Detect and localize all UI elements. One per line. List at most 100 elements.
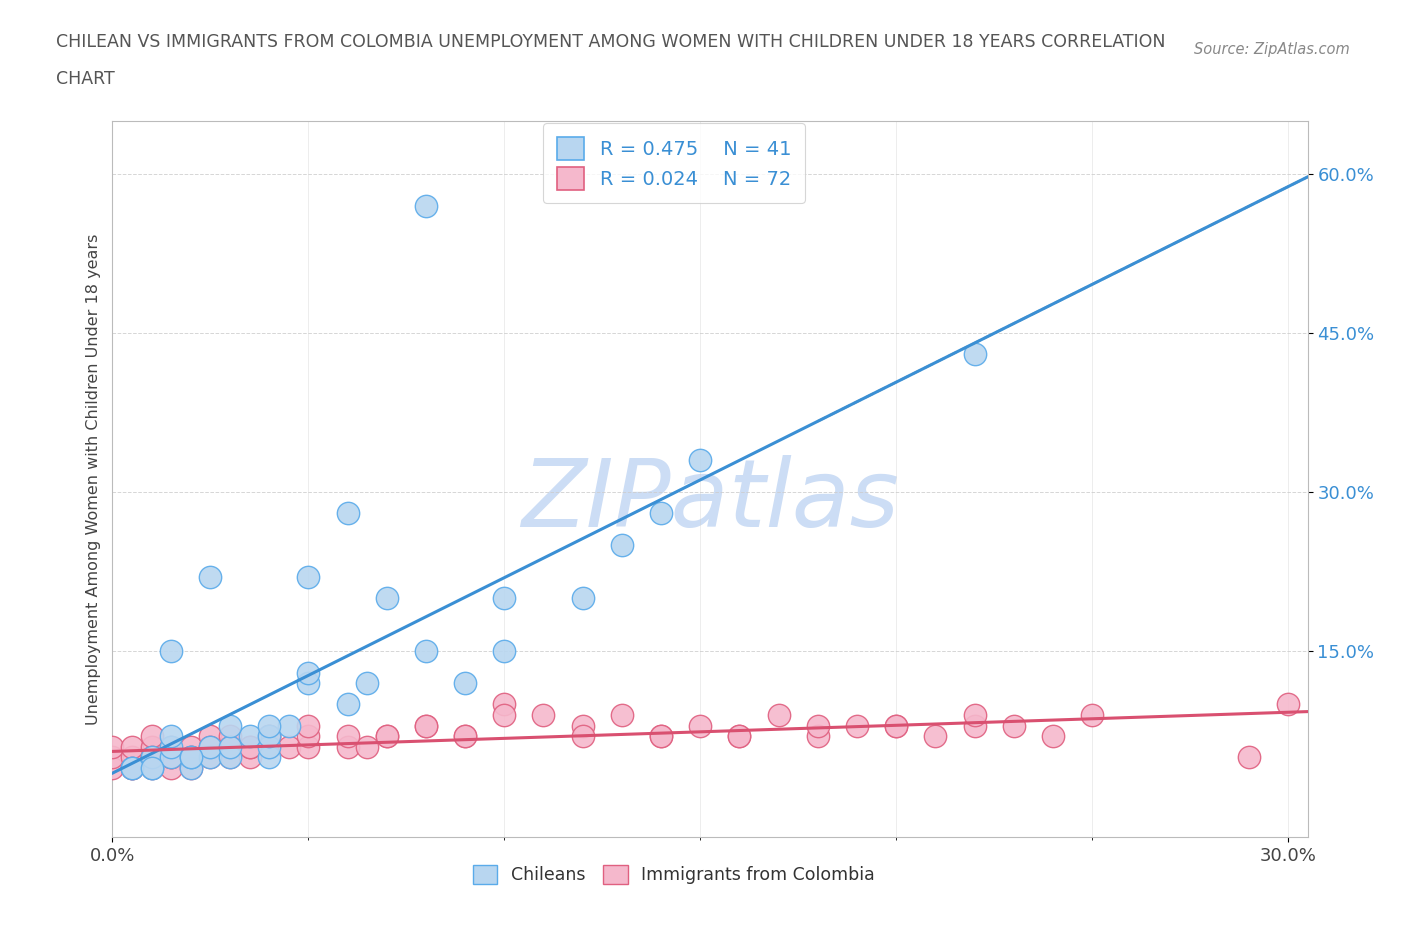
Point [610,708,633,723]
Point [200,739,222,754]
Point [1237,750,1260,764]
Text: Source: ZipAtlas.com: Source: ZipAtlas.com [1194,42,1350,57]
Point [356,676,378,691]
Point [1042,729,1064,744]
Point [141,739,163,754]
Point [180,750,202,764]
Point [239,729,262,744]
Text: ZIPatlas: ZIPatlas [522,455,898,546]
Point [277,718,299,733]
Point [257,718,280,733]
Point [239,750,262,764]
Point [219,750,242,764]
Point [494,644,516,658]
Y-axis label: Unemployment Among Women with Children Under 18 years: Unemployment Among Women with Children U… [86,233,101,724]
Point [200,750,222,764]
Point [180,750,202,764]
Point [494,708,516,723]
Point [375,591,398,605]
Point [121,739,143,754]
Point [141,750,163,764]
Point [219,739,242,754]
Point [200,750,222,764]
Point [257,739,280,754]
Point [494,697,516,711]
Point [884,718,907,733]
Point [415,718,437,733]
Point [121,750,143,764]
Point [297,665,319,680]
Point [101,750,124,764]
Point [768,708,790,723]
Point [356,739,378,754]
Point [454,729,477,744]
Point [257,729,280,744]
Point [141,761,163,776]
Point [336,506,359,521]
Point [160,644,183,658]
Point [571,729,593,744]
Point [180,761,202,776]
Point [336,729,359,744]
Point [141,761,163,776]
Point [121,761,143,776]
Point [121,761,143,776]
Point [963,708,986,723]
Point [533,708,555,723]
Point [454,676,477,691]
Point [160,739,183,754]
Point [160,729,183,744]
Point [160,750,183,764]
Point [121,761,143,776]
Point [689,453,711,468]
Point [180,750,202,764]
Point [610,538,633,552]
Point [101,761,124,776]
Point [846,718,869,733]
Point [219,729,242,744]
Point [257,729,280,744]
Point [963,718,986,733]
Point [571,718,593,733]
Point [101,739,124,754]
Point [650,506,672,521]
Point [160,750,183,764]
Point [141,750,163,764]
Point [650,729,672,744]
Point [336,697,359,711]
Point [277,739,299,754]
Point [415,198,437,213]
Point [1277,697,1299,711]
Point [650,729,672,744]
Point [180,761,202,776]
Point [571,591,593,605]
Point [180,750,202,764]
Point [728,729,751,744]
Point [728,729,751,744]
Point [257,729,280,744]
Point [219,739,242,754]
Point [1002,718,1025,733]
Point [239,739,262,754]
Point [375,729,398,744]
Point [200,739,222,754]
Point [141,729,163,744]
Point [297,729,319,744]
Point [415,644,437,658]
Point [121,761,143,776]
Point [415,718,437,733]
Point [141,750,163,764]
Point [297,739,319,754]
Point [200,570,222,585]
Point [807,718,830,733]
Point [219,718,242,733]
Point [200,729,222,744]
Point [336,739,359,754]
Point [257,750,280,764]
Point [200,739,222,754]
Point [219,739,242,754]
Text: CHILEAN VS IMMIGRANTS FROM COLOMBIA UNEMPLOYMENT AMONG WOMEN WITH CHILDREN UNDER: CHILEAN VS IMMIGRANTS FROM COLOMBIA UNEM… [56,33,1166,50]
Point [239,739,262,754]
Point [454,729,477,744]
Point [963,347,986,362]
